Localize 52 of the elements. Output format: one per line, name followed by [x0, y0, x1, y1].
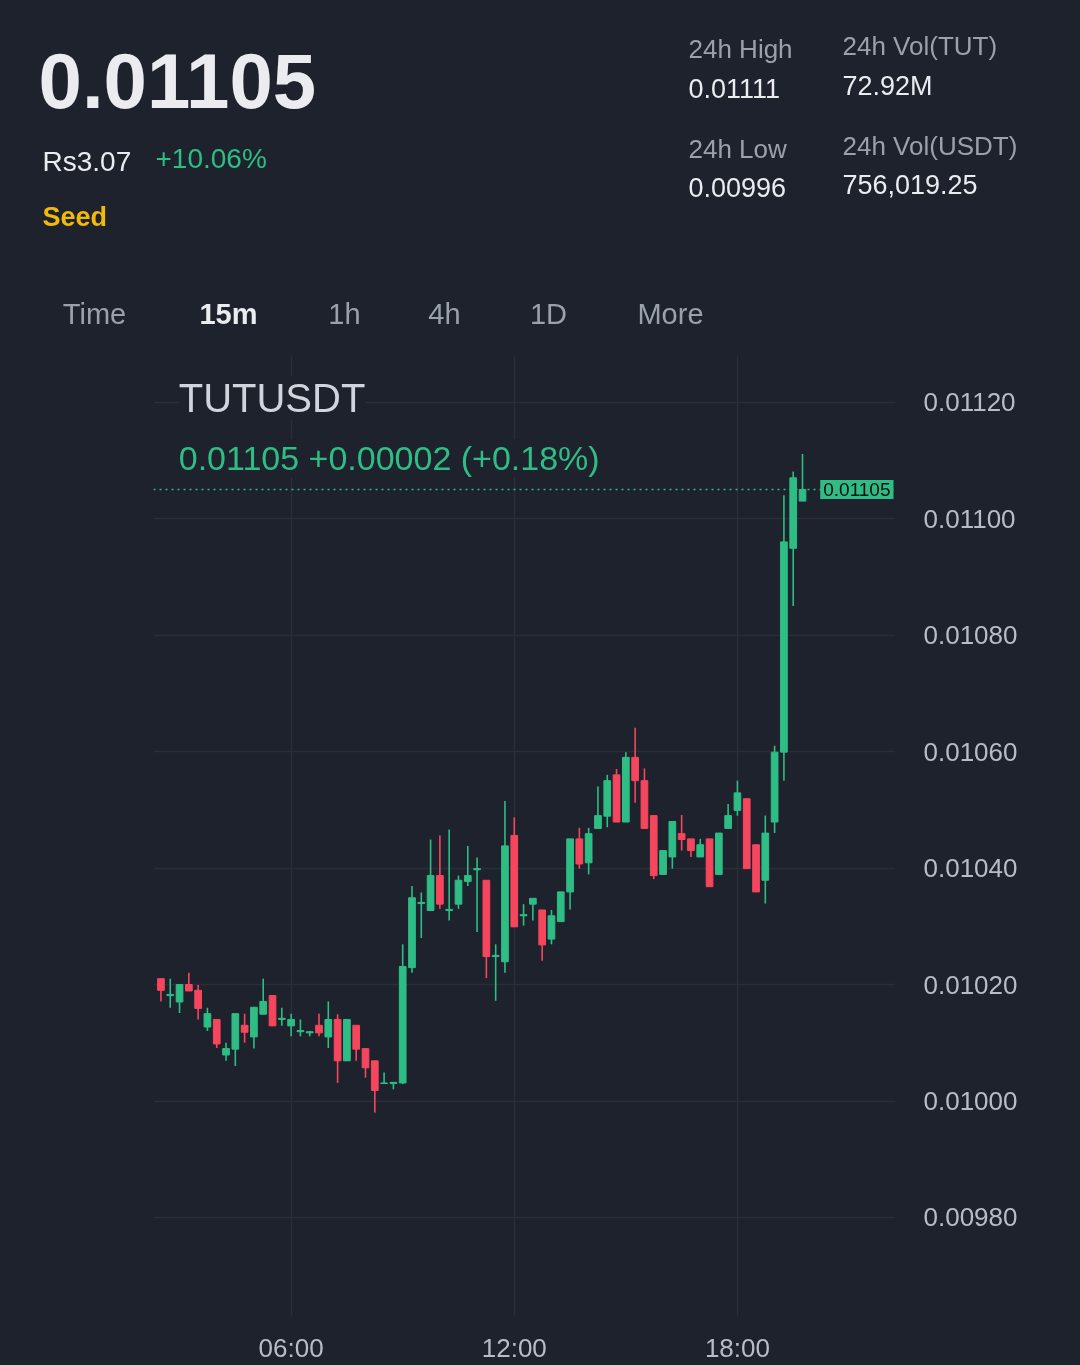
- text: 24h Low: [688, 133, 788, 164]
- candlestick: [175, 983, 184, 1014]
- text: 24h High: [688, 33, 793, 64]
- y-tick-label: 0.01100: [923, 503, 1016, 534]
- text: 24h Vol(TUT): [842, 30, 998, 61]
- candlestick: [547, 909, 556, 946]
- candlestick: [454, 874, 463, 910]
- candlestick: [463, 845, 472, 887]
- text: 15m: [199, 297, 258, 330]
- candlestick: [166, 977, 175, 1009]
- candlestick: [733, 779, 742, 817]
- text: 0.01111: [688, 74, 781, 104]
- text: 0.01105 +0.00002 (+0.18%): [178, 439, 600, 478]
- y-tick-label: 0.00980: [923, 1202, 1018, 1233]
- candlestick: [724, 803, 732, 830]
- candlestick: [529, 897, 537, 922]
- ref-line-label: 0.01105: [823, 478, 891, 500]
- x-tick-label: 12:00: [481, 1332, 547, 1363]
- x-tick-label: 06:00: [258, 1332, 324, 1363]
- text: 0.01105: [38, 36, 317, 125]
- candlestick: [696, 838, 705, 858]
- candlestick: [240, 1012, 249, 1044]
- y-tick-label: 0.01040: [923, 853, 1018, 884]
- text: 756,019.25: [842, 170, 978, 200]
- candlestick: [324, 1000, 333, 1049]
- candlestick: [315, 1012, 323, 1038]
- text: 1D: [529, 297, 568, 330]
- y-tick-label: 0.01060: [923, 736, 1018, 767]
- candlestick: [519, 903, 528, 927]
- text: TUTUSDT: [178, 375, 366, 420]
- x-tick-label: 18:00: [704, 1332, 770, 1363]
- y-tick-label: 0.01000: [923, 1086, 1018, 1116]
- text: +10.06%: [155, 143, 267, 174]
- y-tick-label: 0.01020: [923, 969, 1018, 1000]
- candlestick: [445, 828, 454, 922]
- text: Seed: [42, 201, 108, 232]
- candlestick: [157, 977, 165, 1003]
- text: 4h: [428, 297, 461, 330]
- text: 72.92M: [842, 70, 933, 101]
- text: Time: [62, 297, 127, 330]
- text: Rs3.07: [42, 146, 132, 177]
- y-tick-label: 0.01120: [923, 387, 1016, 418]
- text: 24h Vol(USDT): [842, 130, 1018, 161]
- candlestick: [203, 1007, 212, 1032]
- y-tick-label: 0.01080: [923, 620, 1018, 651]
- text: 0.00996: [688, 173, 787, 203]
- candlestick: [352, 1024, 361, 1062]
- candlestick: [631, 726, 639, 804]
- text: 1h: [328, 297, 361, 330]
- text: More: [637, 297, 704, 330]
- candlestick: [473, 856, 481, 933]
- candlestick: [361, 1047, 370, 1079]
